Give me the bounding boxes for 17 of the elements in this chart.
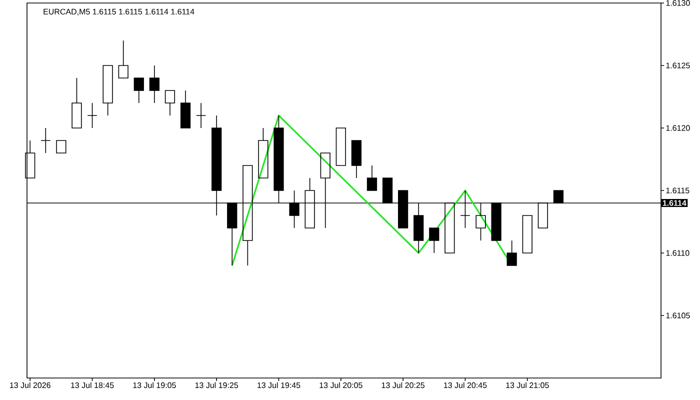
text: EURCAD,M5 1.6115 1.6115 1.6114 1.6114 — [44, 8, 194, 16]
y-tick-label: 1.6125 — [666, 62, 690, 68]
x-tick-label: 13 Jul 20:05 — [320, 382, 362, 388]
y-tick-label: 1.6110 — [666, 250, 690, 256]
ref-line-label: 1.6114 — [662, 200, 686, 206]
y-tick-label: 1.6105 — [666, 312, 690, 318]
y-tick-label: 1.6115 — [666, 188, 690, 194]
x-tick-label: 13 Jul 19:45 — [258, 382, 300, 388]
x-tick-label: 13 Jul 19:25 — [195, 382, 238, 388]
x-tick-label: 13 Jul 21:05 — [506, 382, 549, 388]
y-tick-label: 1.6120 — [666, 125, 690, 131]
y-tick-label: 1.6130 — [666, 0, 690, 6]
x-tick-label: 13 Jul 2026 — [10, 382, 50, 388]
x-tick-label: 13 Jul 20:45 — [444, 382, 487, 388]
x-tick-label: 13 Jul 19:05 — [133, 382, 176, 388]
x-tick-label: 13 Jul 18:45 — [71, 382, 114, 388]
x-tick-label: 13 Jul 20:25 — [382, 382, 424, 388]
